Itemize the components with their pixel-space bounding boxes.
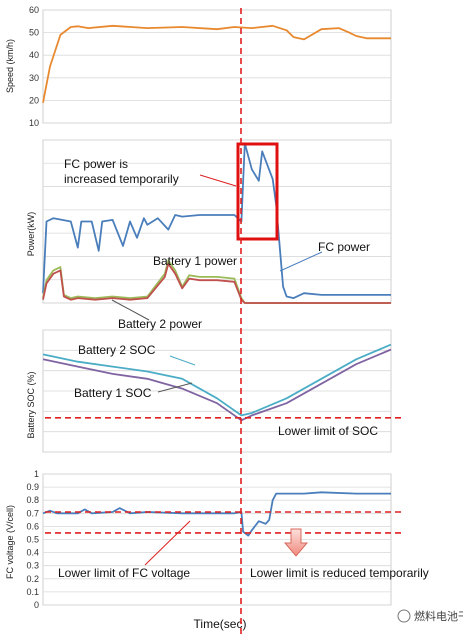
y-tick-label: 0.9	[26, 482, 39, 492]
battery1-soc-annotation: Battery 1 SOC	[74, 386, 152, 400]
y-tick-label: 40	[29, 50, 39, 60]
battery-2-soc-line	[42, 343, 392, 417]
fc-power-increase-annotation: FC power is increased temporarily	[64, 157, 179, 186]
y-tick-label: 60	[29, 5, 39, 15]
y-tick-label: 20	[29, 95, 39, 105]
gridlines	[43, 9, 391, 606]
power-plot-area	[42, 139, 392, 304]
battery2-soc-leader-line	[169, 355, 196, 366]
soc-ylabel: Battery SOC (%)	[26, 371, 36, 438]
y-tick-label: 0	[34, 600, 39, 610]
y-tick-label: 1	[34, 469, 39, 479]
power-ylabel: Power(kW)	[26, 212, 36, 257]
watermark-text: 燃料电池干货	[414, 609, 463, 623]
speed-ylabel: Speed (km/h)	[5, 39, 15, 93]
y-tick-label: 50	[29, 28, 39, 38]
y-tick-label: 0.3	[26, 561, 39, 571]
battery2-power-annotation: Battery 2 power	[118, 317, 202, 331]
y-tick-label: 30	[29, 73, 39, 83]
y-tick-label: 0.7	[26, 508, 39, 518]
battery2-soc-annotation: Battery 2 SOC	[78, 343, 156, 357]
battery1-soc-leader-line	[157, 382, 193, 393]
y-tick-label: 0.4	[26, 548, 39, 558]
voltage-ylabel: FC voltage (V/cell)	[5, 505, 15, 579]
series-0-0-line	[42, 24, 391, 103]
fc-voltage-leader-line	[144, 520, 191, 566]
battery-1-soc-line	[42, 348, 392, 422]
y-tick-label: 0.2	[26, 574, 39, 584]
down-arrow-icon	[283, 528, 309, 557]
battery2-power-leader-line	[111, 299, 150, 321]
x-axis-label: Time(sec)	[194, 617, 247, 631]
fc-power-leader-line	[279, 251, 323, 272]
y-tick-label: 10	[29, 118, 39, 128]
reduced-limit-annotation: Lower limit is reduced temporarily	[250, 566, 429, 580]
wechat-icon	[397, 609, 411, 623]
fc-increase-leader-line	[199, 174, 237, 187]
battery1-power-annotation: Battery 1 power	[153, 254, 237, 268]
y-tick-label: 0.8	[26, 495, 39, 505]
fc-power-line	[42, 142, 391, 300]
tick-labels: 10 20 30 40 50 60 0 0.1 0.2 0.3 0.4 0.5 0.6 0.7 0.8 0.9…	[26, 5, 39, 610]
soc-lower-limit-annotation: Lower limit of SOC	[278, 424, 378, 438]
fc-power-annotation: FC power	[318, 240, 370, 254]
series-lines	[42, 24, 392, 537]
y-tick-label: 0.6	[26, 521, 39, 531]
y-tick-label: 0.5	[26, 535, 39, 545]
y-tick-label: 0.1	[26, 587, 39, 597]
fc-voltage-lower-limit-annotation: Lower limit of FC voltage	[58, 566, 190, 580]
fc-power-highlight-box	[236, 142, 279, 241]
battery-2-power-line	[42, 262, 391, 304]
watermark: 燃料电池干货	[397, 609, 463, 623]
